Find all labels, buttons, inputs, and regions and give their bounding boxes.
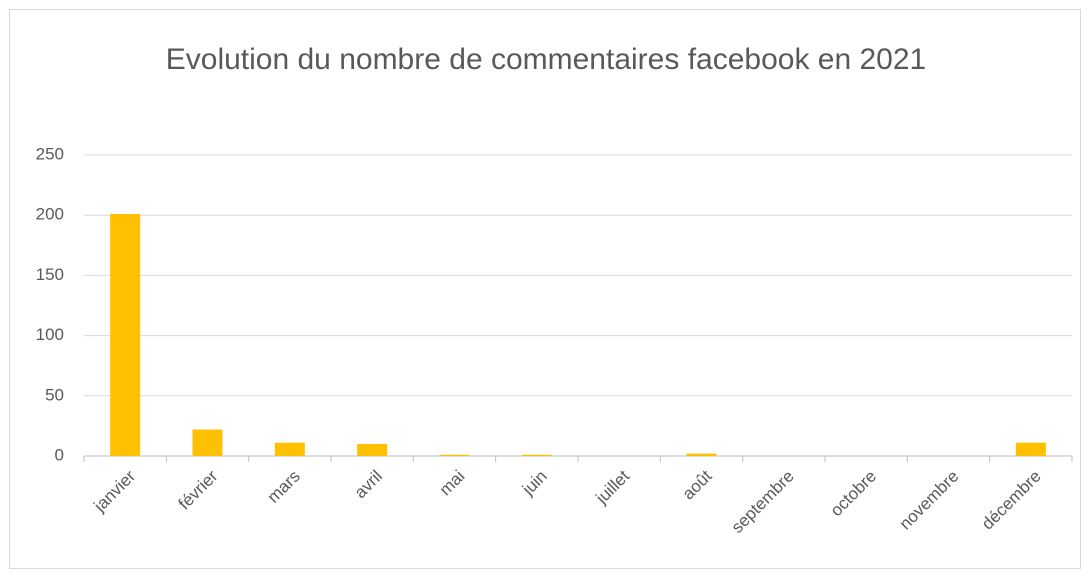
bar	[274, 442, 305, 456]
y-tick-label: 250	[36, 144, 64, 163]
x-tick-label: août	[679, 466, 716, 503]
bar	[439, 454, 470, 456]
y-tick-label: 0	[55, 445, 64, 464]
chart-frame	[9, 9, 1081, 569]
x-tick-label: mai	[436, 467, 469, 500]
y-tick-label: 50	[45, 385, 64, 404]
y-tick-label: 150	[36, 265, 64, 284]
x-tick-label: février	[175, 466, 222, 513]
x-tick-label: novembre	[896, 467, 963, 534]
bar	[686, 453, 717, 456]
x-tick-label: septembre	[728, 467, 798, 537]
bar	[110, 213, 141, 456]
x-tick-label: décembre	[978, 467, 1045, 534]
bar	[357, 443, 388, 456]
x-tick-label: avril	[351, 467, 386, 502]
x-tick-label: mars	[264, 467, 304, 507]
x-tick-label: janvier	[90, 466, 140, 516]
y-tick-label: 100	[36, 325, 64, 344]
chart-title: Evolution du nombre de commentaires face…	[165, 43, 927, 76]
x-tick-label: octobre	[827, 467, 881, 521]
x-tick-label: juin	[518, 467, 551, 500]
x-tick-label: juillet	[592, 466, 634, 508]
bar	[192, 429, 223, 456]
bar	[1015, 442, 1046, 456]
y-tick-label: 200	[36, 205, 64, 224]
bar	[521, 454, 552, 456]
